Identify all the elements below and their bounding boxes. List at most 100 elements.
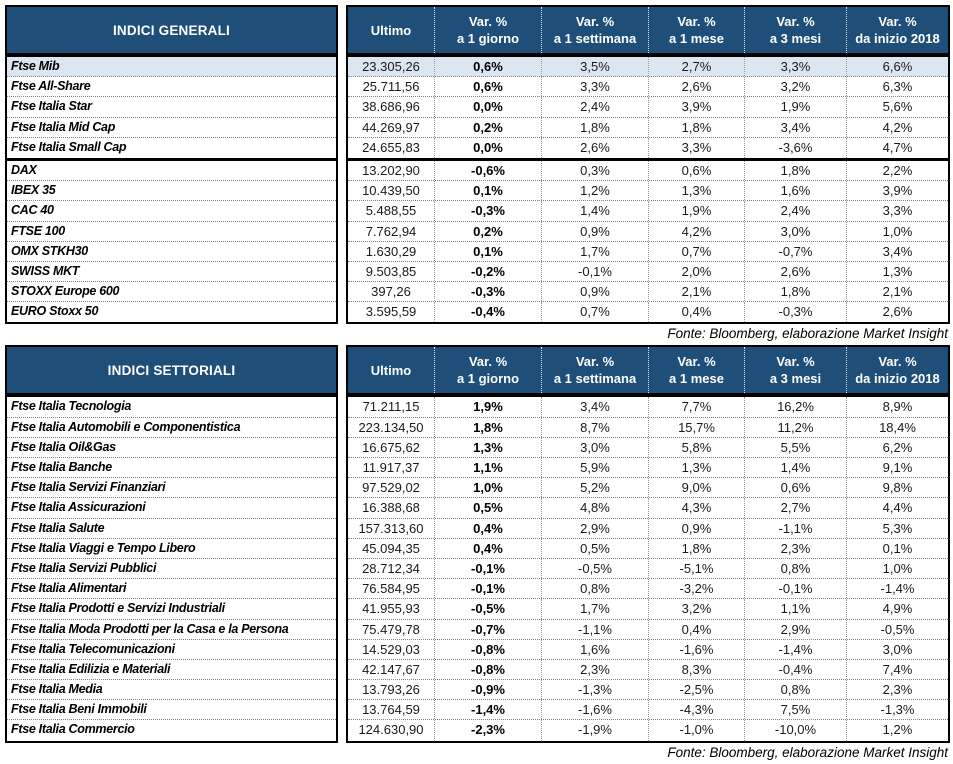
var-1day-cell: -2,3% [434,720,541,741]
index-name-cell: Ftse Italia Servizi Pubblici [7,559,336,580]
index-name-cell: Ftse Italia Telecomunicazioni [7,640,336,660]
table-title: INDICI SETTORIALI [5,345,338,396]
var-3month-cell: -0,4% [744,659,846,680]
var-ytd-cell: 7,4% [846,659,948,680]
var-1month-cell: -1,6% [648,639,744,659]
column-header-var-1month: Var. % a 1 mese [648,347,744,394]
ultimo-cell: 7.762,94 [365,223,417,239]
var-ytd-cell: 8,9% [846,397,948,417]
var-1day-cell: -0,5% [434,599,541,619]
var-1week-cell: 0,9% [541,221,648,241]
header-line-2: a 1 mese [669,31,724,46]
var-1week-cell: 2,3% [541,659,648,680]
var-1day-cell: -0,8% [434,659,541,680]
values-body: 23.305,26 0,6% 3,5% 2,7% 3,3% 6,6% 25.711,56 0,… [346,55,950,325]
fonte-note: Fonte: Bloomberg, elaborazione Market In… [667,326,948,342]
table-row: 24.655,83 0,0% 2,6% 3,3% -3,6% 4,7% [348,137,948,158]
var-1week-cell: 1,6% [541,639,648,659]
index-name-cell: Ftse Italia Mid Cap [7,118,336,138]
table-row: 3.595,59 -0,4% 0,7% 0,4% -0,3% 2,6% [348,302,948,323]
table-row: 16.675,62 1,3% 3,0% 5,8% 5,5% 6,2% [348,437,948,458]
table-row: 13.764,59 -1,4% -1,6% -4,3% 7,5% -1,3% [348,700,948,721]
var-ytd-cell: 0,1% [846,538,948,558]
var-3month-cell: 0,8% [744,680,846,700]
var-1month-cell: 15,7% [648,417,744,437]
var-1month-cell: 5,8% [648,437,744,457]
var-ytd-cell: 3,9% [846,181,948,201]
ultimo-cell: 10.439,50 [362,183,420,199]
index-name-cell: Ftse Italia Oil&Gas [7,438,336,458]
index-name-cell: Ftse All-Share [7,77,336,98]
table-row: 75.479,78 -0,7% -1,1% 0,4% 2,9% -0,5% [348,619,948,640]
var-1day-cell: 0,5% [434,498,541,518]
index-name-cell: Ftse Italia Beni Immobili [7,700,336,721]
var-ytd-cell: 9,8% [846,478,948,498]
index-name-cell: CAC 40 [7,201,336,222]
var-1day-cell: 0,1% [434,241,541,261]
var-3month-cell: -1,4% [744,639,846,659]
table-row: 157.313,60 0,4% 2,9% 0,9% -1,1% 5,3% [348,518,948,539]
var-3month-cell: -1,1% [744,518,846,538]
table-row: 11.917,37 1,1% 5,9% 1,3% 1,4% 9,1% [348,458,948,479]
var-3month-cell: 3,0% [744,221,846,241]
ultimo-cell: 28.712,34 [362,560,420,576]
var-ytd-cell: 6,2% [846,437,948,457]
column-header-var-3month: Var. % a 3 mesi [744,7,846,53]
var-3month-cell: 5,5% [744,437,846,457]
var-1week-cell: 0,7% [541,302,648,323]
var-1week-cell: 2,4% [541,97,648,117]
column-header-var-1day: Var. % a 1 giorno [434,347,541,394]
table-row: 16.388,68 0,5% 4,8% 4,3% 2,7% 4,4% [348,498,948,519]
table-row: 223.134,50 1,8% 8,7% 15,7% 11,2% 18,4% [348,417,948,438]
ultimo-cell: 11.917,37 [362,460,420,475]
var-1month-cell: 8,3% [648,659,744,680]
var-1day-cell: 0,0% [434,97,541,117]
var-1month-cell: 3,3% [648,137,744,158]
var-1day-cell: 1,8% [434,417,541,437]
var-3month-cell: 1,8% [744,282,846,302]
table-row: 44.269,97 0,2% 1,8% 1,8% 3,4% 4,2% [348,117,948,138]
table-row: 45.094,35 0,4% 0,5% 1,8% 2,3% 0,1% [348,538,948,559]
var-3month-cell: 16,2% [744,397,846,417]
header-line-1: Var. % [468,14,508,29]
ultimo-cell: 13.764,59 [362,702,420,718]
var-3month-cell: 2,3% [744,538,846,558]
index-name-cell: Ftse Italia Banche [7,458,336,479]
var-1month-cell: 2,6% [648,77,744,97]
var-ytd-cell: 9,1% [846,458,948,478]
header-line-1: Var. % [878,14,917,29]
index-name-cell: Ftse Italia Salute [7,519,336,539]
indici-generali-table: INDICI GENERALI Ftse Mib Ftse All-Share Fts… [5,5,950,325]
var-1month-cell: 1,8% [648,538,744,558]
var-1month-cell: 2,1% [648,282,744,302]
table-row: 13.202,90 -0,6% 0,3% 0,6% 1,8% 2,2% [348,160,948,182]
column-header-var-3month: Var. % a 3 mesi [744,347,846,394]
header-line-2: a 1 giorno [456,371,520,387]
var-1month-cell: 3,9% [648,97,744,117]
var-1week-cell: 5,9% [541,458,648,478]
ultimo-cell: 45.094,35 [362,540,420,556]
ultimo-cell: 75.479,78 [362,621,420,637]
ultimo-cell: 38.686,96 [362,99,420,115]
index-name-column: INDICI GENERALI Ftse Mib Ftse All-Share Fts… [5,5,338,325]
var-ytd-cell: 1,2% [846,720,948,741]
var-ytd-cell: -1,3% [846,700,948,720]
index-name-cell: Ftse Italia Media [7,680,336,701]
var-1month-cell: 0,6% [648,160,744,181]
index-name-cell: Ftse Italia Servizi Finanziari [7,478,336,499]
index-name-cell: DAX [7,161,336,182]
table-row: 97.529,02 1,0% 5,2% 9,0% 0,6% 9,8% [348,478,948,499]
table-row: 25.711,56 0,6% 3,3% 2,6% 3,2% 6,3% [348,77,948,98]
values-section: 23.305,26 0,6% 3,5% 2,7% 3,3% 6,6% 25.711,56 0,… [348,57,948,158]
var-ytd-cell: 6,6% [846,57,948,77]
index-name-column: INDICI SETTORIALI Ftse Italia Tecnologia F… [5,345,338,743]
column-header-var-ytd: Var. % da inizio 2018 [846,347,948,394]
var-1week-cell: 1,2% [541,181,648,201]
index-values-column: Ultimo Var. % a 1 giorno Var. % a 1 settiman… [346,5,950,325]
table-row: 71.211,15 1,9% 3,4% 7,7% 16,2% 8,9% [348,397,948,418]
var-1week-cell: 1,7% [541,599,648,619]
index-section: Ftse Italia Tecnologia Ftse Italia Automo… [7,397,336,740]
var-3month-cell: 1,6% [744,181,846,201]
ultimo-cell: 41.955,93 [362,601,420,617]
